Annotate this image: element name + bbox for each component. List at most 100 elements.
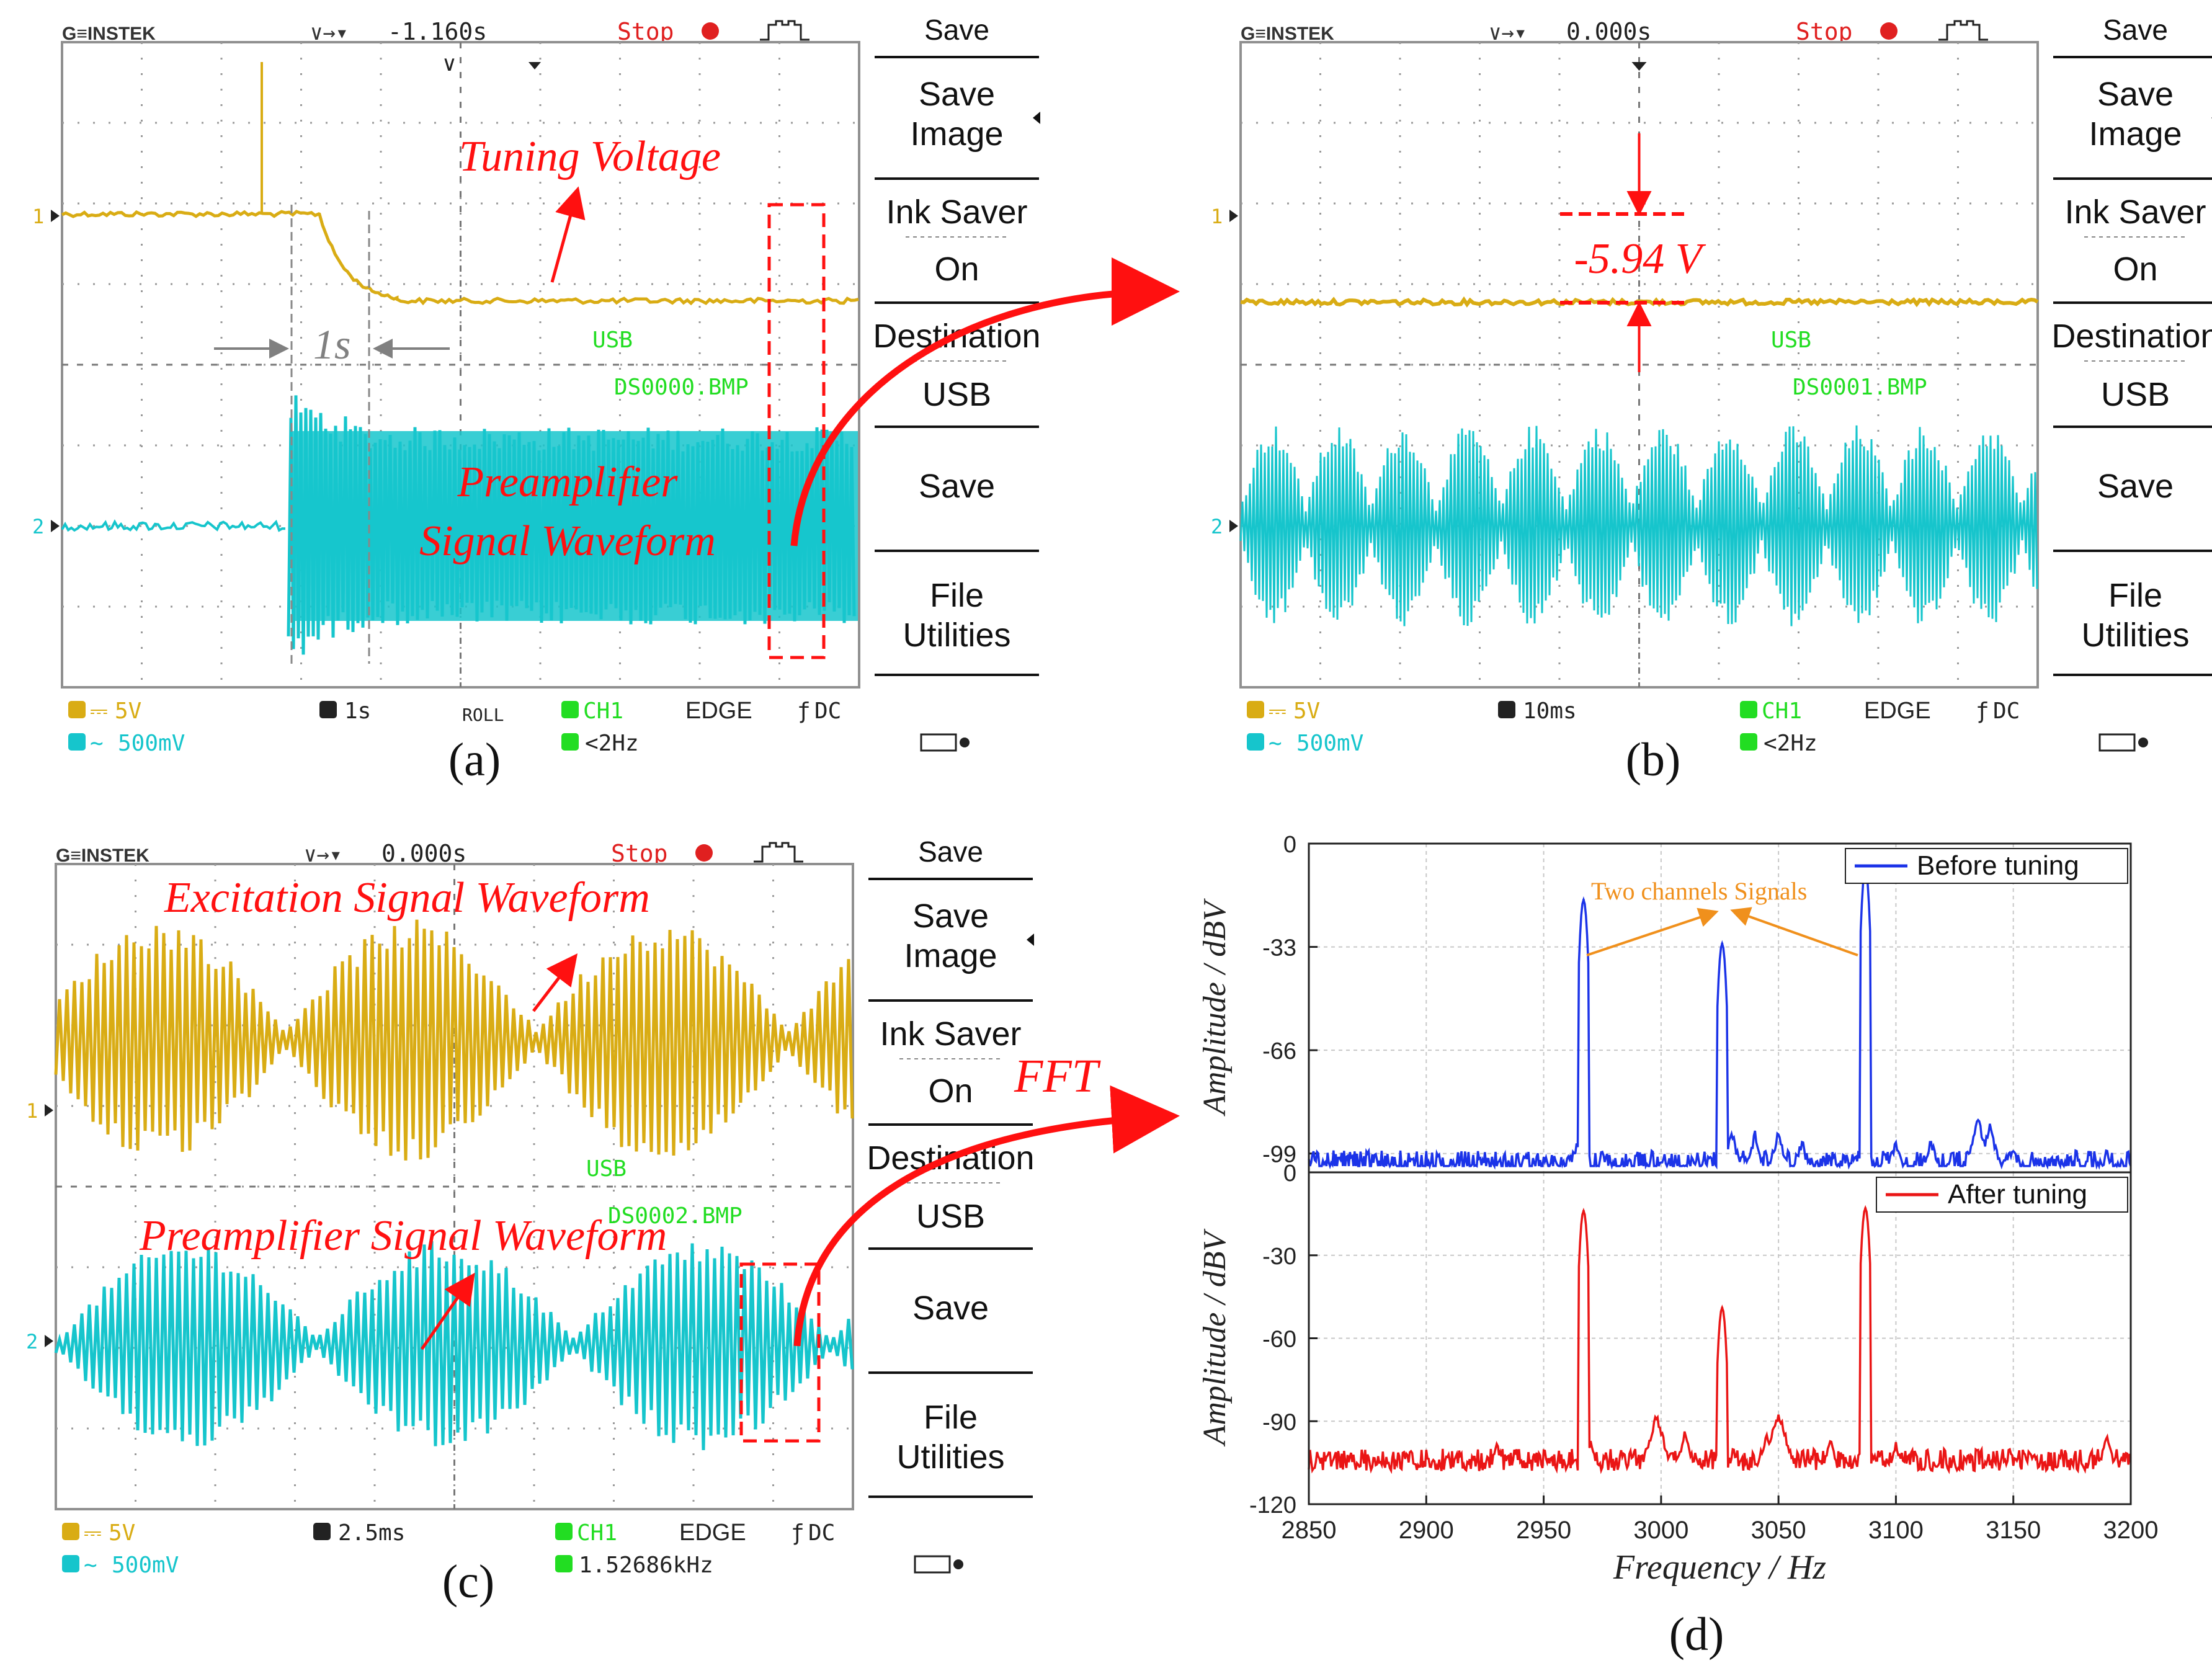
menu-save-image-line1: Save [2097,76,2174,113]
annotation-preamplifier: Preamplifier [457,458,678,506]
annotation-arrow [420,1272,475,1350]
timebase-badge-icon [1498,701,1515,718]
x-tick-label: 2850 [1282,1517,1337,1544]
trigger-frequency: <2Hz [1764,731,1817,756]
ch2-coupling-icon: ∼ [90,731,104,756]
stop-dot-icon [695,844,713,862]
file-name: DS0001.BMP [1793,375,1927,400]
menu-save-image-line1: Save [912,898,989,935]
time-offset: 0.000s [1566,18,1651,45]
brand-logo: G≡INSTEK [1241,24,1334,44]
annotation-arrow [532,953,578,1012]
peak-point [1864,1206,1867,1210]
menu-file-utilities-line1: File [924,1399,978,1436]
trigger-badge-icon [555,1523,573,1540]
ch2-badge-icon [62,1555,79,1572]
acquire-icon [760,20,809,41]
ch2-scale: 500mV [112,1553,179,1578]
menu-title: Save [918,836,983,868]
trigger-badge-icon [561,701,579,718]
ch1-marker-icon [45,1104,53,1117]
roll-mode: ROLL [462,705,504,725]
ch1-marker: 1 [1211,205,1223,228]
y-tick-label: -120 [1249,1492,1296,1518]
trigger-marker-icon [528,62,541,69]
ch2-scale: 500mV [1296,731,1363,756]
menu-destination: Destination [2051,318,2212,355]
usb-device-icon [2098,733,2136,752]
run-state: Stop [611,840,668,867]
freq-badge-icon [1740,733,1757,751]
peak-annotation: Two channels Signals [1591,877,1807,905]
menu-save-button: Save [912,1290,989,1327]
legend-label: After tuning [1948,1179,2087,1210]
submenu-arrow-icon [1033,112,1040,124]
menu-save-button: Save [919,468,995,505]
submenu-arrow-icon [1027,934,1034,946]
menu-save-image-line1: Save [919,76,995,113]
trigger-source: CH1 [1762,698,1802,724]
panel-label: (c) [442,1556,494,1608]
x-tick-label: 3000 [1633,1517,1688,1544]
ch2-badge-icon [1247,733,1264,751]
subplot-1: 0 -33 -66 -99 Before tuning Amplitude / dBV Tw… [1197,832,2132,1174]
x-tick-label: 3050 [1751,1517,1806,1544]
peak-point [1721,942,1724,945]
ch1-badge-icon [68,701,86,718]
menu-save-image-line2: Image [904,937,997,974]
menu-file-utilities-line2: Utilities [903,617,1010,654]
ch2-trace-pre [61,519,286,532]
stop-dot-icon [702,22,719,40]
x-tick-label: 3100 [1868,1517,1924,1544]
ch2-badge-icon [68,733,86,751]
usb-plug-icon [960,738,970,747]
ch1-coupling-icon: ⎓ [90,698,108,724]
ch1-scale: 5V [115,698,141,724]
legend-label: Before tuning [1917,850,2079,881]
ch1-coupling-icon: ⎓ [84,1520,102,1546]
fft-label: FFT [1014,1050,1101,1102]
menu-file-utilities-line1: File [2108,577,2162,614]
y-tick-label: -60 [1262,1327,1296,1353]
ch1-marker-icon [51,210,60,222]
slope-icon: ƒ [791,1520,805,1546]
ch2-marker: 2 [32,515,44,538]
y-tick-label: -99 [1262,1142,1296,1168]
run-state: Stop [617,18,674,45]
menu-file-utilities-line1: File [930,577,984,614]
menu-title: Save [2103,14,2168,46]
ch1-marker-icon [1229,210,1238,222]
ch2-burst-fill [292,431,858,621]
ch1-badge-icon [1247,701,1264,718]
menu-destination-value: USB [916,1198,985,1235]
panel-label: (a) [448,734,501,786]
trigger-frequency: 1.52686kHz [579,1553,713,1578]
slope-icon: ƒ [1976,698,1989,724]
trigger-badge-icon [1740,701,1757,718]
run-state: Stop [1796,18,1853,45]
duration-label: 1s [313,321,350,368]
menu-destination-value: USB [922,376,991,413]
plot-frame [1308,1171,2132,1505]
menu-ink-saver-value: On [934,251,979,288]
ch1-coupling-icon: ⎓ [1269,698,1287,724]
menu-ink-saver: Ink Saver [2064,194,2206,231]
fft-panel-d: 0 -33 -66 -99 Before tuning Amplitude / dBV Tw… [1197,832,2158,1660]
y-tick-label: -66 [1262,1038,1296,1064]
ch1-trace [61,210,859,306]
usb-device-icon [920,733,957,752]
series-line [1308,1205,2132,1474]
y-tick-label: 0 [1283,832,1296,858]
slope-icon: ƒ [797,698,811,724]
annotation-signal-waveform: Signal Waveform [419,517,716,565]
y-axis-label: Amplitude / dBV [1197,1228,1233,1446]
usb-plug-icon [953,1559,963,1569]
usb-label: USB [1771,328,1811,353]
timebase: 2.5ms [338,1520,405,1546]
freq-badge-icon [561,733,579,751]
